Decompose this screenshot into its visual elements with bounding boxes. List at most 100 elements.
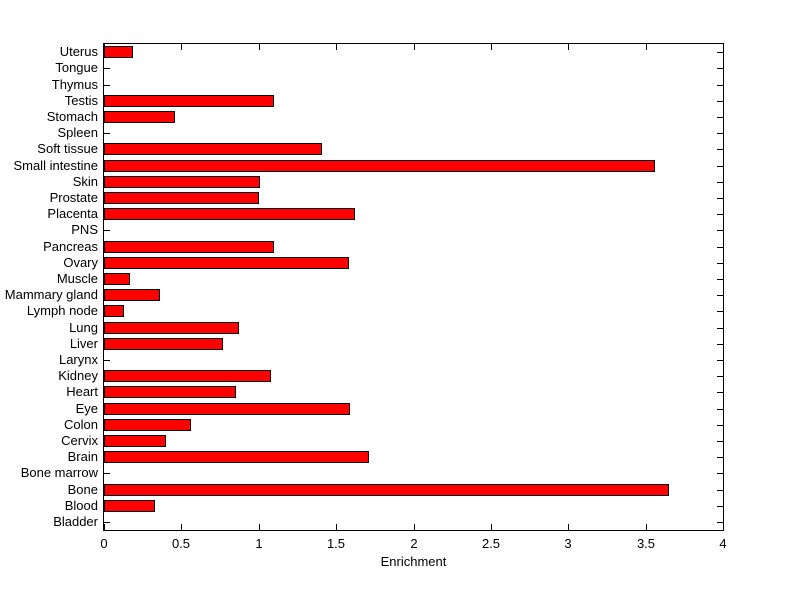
bar-stomach (104, 111, 175, 123)
y-axis-tick (104, 473, 110, 474)
ytick-label-small-intestine: Small intestine (13, 158, 98, 173)
bar-colon (104, 419, 191, 431)
y-axis-tick-right (717, 441, 723, 442)
x-axis-tick-top (723, 44, 724, 50)
ytick-label-placenta: Placenta (47, 206, 98, 221)
bar-testis (104, 95, 274, 107)
y-axis-tick-right (717, 457, 723, 458)
ytick-label-cervix: Cervix (61, 433, 98, 448)
y-axis-tick-right (717, 182, 723, 183)
y-axis-tick-right (717, 376, 723, 377)
x-axis-tick-top (181, 44, 182, 50)
y-axis-tick-right (717, 409, 723, 410)
xtick-label-2: 2 (410, 536, 418, 551)
bar-cervix (104, 435, 166, 447)
y-axis-tick-right (717, 149, 723, 150)
x-axis-tick (723, 524, 724, 530)
bar-small-intestine (104, 160, 655, 172)
ytick-label-bone: Bone (67, 482, 98, 497)
ytick-label-soft-tissue: Soft tissue (37, 141, 98, 156)
bar-brain (104, 451, 369, 463)
ytick-label-brain: Brain (67, 449, 98, 464)
x-axis-tick (181, 524, 182, 530)
ytick-label-skin: Skin (72, 174, 98, 189)
bar-muscle (104, 273, 130, 285)
y-axis-tick-right (717, 506, 723, 507)
x-axis-tick (414, 524, 415, 530)
ytick-label-blood: Blood (64, 498, 98, 513)
bar-kidney (104, 370, 271, 382)
bar-eye (104, 403, 350, 415)
bar-prostate (104, 192, 259, 204)
x-axis-tick (491, 524, 492, 530)
x-axis-tick (259, 524, 260, 530)
ytick-label-pancreas: Pancreas (43, 239, 98, 254)
xtick-label-3-5: 3.5 (636, 536, 656, 551)
ytick-label-spleen: Spleen (57, 125, 98, 140)
bar-placenta (104, 208, 355, 220)
ytick-label-mammary-gland: Mammary gland (4, 287, 98, 302)
y-axis-tick (104, 85, 110, 86)
y-axis-tick-right (717, 133, 723, 134)
bar-soft-tissue (104, 143, 322, 155)
bar-ovary (104, 257, 349, 269)
x-axis-tick-top (336, 44, 337, 50)
y-axis-tick (104, 133, 110, 134)
xtick-label-0-5: 0.5 (171, 536, 191, 551)
ytick-label-prostate: Prostate (49, 190, 98, 205)
bar-pancreas (104, 241, 274, 253)
y-axis-tick-right (717, 166, 723, 167)
y-axis-tick-right (717, 425, 723, 426)
bar-skin (104, 176, 260, 188)
bar-lung (104, 322, 239, 334)
ytick-label-bone-marrow: Bone marrow (20, 465, 98, 480)
x-axis-tick-top (259, 44, 260, 50)
xtick-label-1-5: 1.5 (326, 536, 346, 551)
y-axis-tick-right (717, 490, 723, 491)
y-axis-tick-right (717, 295, 723, 296)
ytick-label-liver: Liver (69, 336, 98, 351)
ytick-label-larynx: Larynx (58, 352, 98, 367)
x-axis-tick (646, 524, 647, 530)
ytick-label-uterus: Uterus (59, 44, 98, 59)
y-axis-tick (104, 360, 110, 361)
x-axis-tick-top (414, 44, 415, 50)
y-axis-tick-right (717, 214, 723, 215)
ytick-label-lymph-node: Lymph node (26, 303, 98, 318)
x-axis-tick-top (646, 44, 647, 50)
ytick-label-testis: Testis (64, 93, 98, 108)
x-axis-tick (568, 524, 569, 530)
ytick-label-muscle: Muscle (56, 271, 98, 286)
y-axis-tick-right (717, 392, 723, 393)
y-axis-tick (104, 68, 110, 69)
bar-heart (104, 386, 236, 398)
ytick-label-thymus: Thymus (51, 77, 98, 92)
xtick-label-3: 3 (564, 536, 572, 551)
y-axis-tick-right (717, 522, 723, 523)
bar-uterus (104, 46, 133, 58)
bar-bone (104, 484, 669, 496)
bar-mammary-gland (104, 289, 160, 301)
bar-blood (104, 500, 155, 512)
x-axis-tick-top (568, 44, 569, 50)
y-axis-tick-right (717, 230, 723, 231)
y-axis-tick-right (717, 279, 723, 280)
y-axis-tick-right (717, 68, 723, 69)
y-axis-tick-right (717, 198, 723, 199)
ytick-label-eye: Eye (75, 401, 98, 416)
y-axis-tick-right (717, 328, 723, 329)
y-axis-tick-right (717, 85, 723, 86)
x-axis-tick-top (491, 44, 492, 50)
xtick-label-4: 4 (719, 536, 727, 551)
ytick-label-pns: PNS (71, 222, 98, 237)
ytick-label-heart: Heart (66, 384, 98, 399)
y-axis-tick (104, 522, 110, 523)
y-axis-tick-right (717, 360, 723, 361)
xtick-label-1: 1 (255, 536, 263, 551)
x-axis-title: Enrichment (380, 554, 447, 569)
bar-lymph-node (104, 305, 124, 317)
ytick-label-kidney: Kidney (58, 368, 98, 383)
y-axis-tick-right (717, 101, 723, 102)
ytick-label-stomach: Stomach (46, 109, 98, 124)
